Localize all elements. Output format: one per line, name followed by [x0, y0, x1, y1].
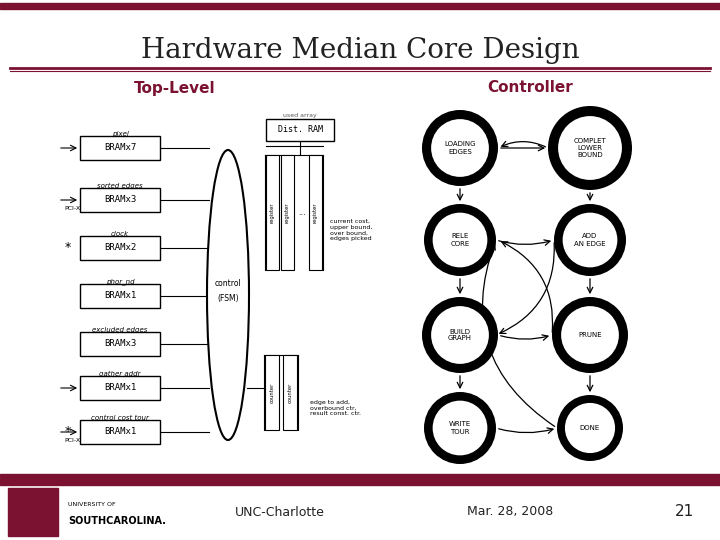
Text: Mar. 28, 2008: Mar. 28, 2008: [467, 505, 553, 518]
Bar: [80, 188, 160, 212]
Text: gather addr: gather addr: [99, 371, 140, 377]
Circle shape: [554, 204, 626, 276]
Bar: [308, 155, 322, 270]
Text: LOADING
EDGES: LOADING EDGES: [444, 141, 476, 154]
Text: register: register: [284, 202, 289, 223]
Bar: [283, 355, 297, 430]
Text: Top-Level: Top-Level: [134, 80, 216, 96]
Circle shape: [431, 119, 489, 177]
Circle shape: [433, 401, 487, 455]
Text: used array: used array: [283, 113, 317, 118]
Bar: [80, 332, 160, 356]
Bar: [0, 3, 720, 9]
Text: 21: 21: [675, 504, 695, 519]
Text: UNIVERSITY OF: UNIVERSITY OF: [68, 502, 116, 507]
Text: PRUNE: PRUNE: [578, 332, 602, 338]
Text: phor_nd: phor_nd: [106, 279, 135, 285]
Bar: [80, 236, 160, 260]
Text: pixel: pixel: [112, 131, 128, 137]
Bar: [266, 155, 279, 270]
Text: DONE: DONE: [580, 425, 600, 431]
Text: edge to add,
overbound ctr,
result const. ctr.: edge to add, overbound ctr, result const…: [310, 400, 361, 416]
Text: BRAMx3: BRAMx3: [104, 195, 136, 205]
Text: Hardware Median Core Design: Hardware Median Core Design: [140, 37, 580, 64]
Text: clock: clock: [111, 231, 129, 237]
Bar: [80, 376, 160, 400]
Text: BRAMx2: BRAMx2: [104, 244, 136, 253]
Text: control: control: [215, 279, 241, 287]
Text: PCI-X: PCI-X: [64, 206, 80, 212]
Text: (FSM): (FSM): [217, 294, 239, 303]
Circle shape: [552, 297, 628, 373]
Text: register: register: [269, 202, 274, 223]
Bar: [8, 488, 58, 536]
Text: BRAMx1: BRAMx1: [104, 292, 136, 300]
Bar: [0, 474, 720, 477]
Text: UNC-Charlotte: UNC-Charlotte: [235, 505, 325, 518]
Text: BUILD
GRAPH: BUILD GRAPH: [448, 328, 472, 341]
Text: BRAMx1: BRAMx1: [104, 428, 136, 436]
Circle shape: [561, 306, 619, 364]
Text: BRAMx3: BRAMx3: [104, 340, 136, 348]
Text: register: register: [312, 202, 318, 223]
Text: WRITE
TOUR: WRITE TOUR: [449, 422, 471, 435]
Bar: [80, 284, 160, 308]
Text: ADD
AN EDGE: ADD AN EDGE: [574, 233, 606, 246]
Circle shape: [433, 213, 487, 267]
Text: SOUTHCAROLINA.: SOUTHCAROLINA.: [68, 516, 166, 525]
Circle shape: [558, 116, 622, 180]
Circle shape: [422, 297, 498, 373]
Bar: [0, 478, 720, 485]
Circle shape: [548, 106, 632, 190]
Text: *: *: [65, 241, 71, 254]
Text: BRAMx1: BRAMx1: [104, 383, 136, 393]
Text: excluded edges: excluded edges: [92, 327, 148, 333]
Bar: [80, 136, 160, 160]
Bar: [281, 155, 294, 270]
Text: COMPLET
LOWER
BOUND: COMPLET LOWER BOUND: [574, 138, 606, 158]
Circle shape: [557, 395, 623, 461]
Circle shape: [424, 204, 496, 276]
Text: counter: counter: [269, 382, 274, 403]
Text: counter: counter: [287, 382, 292, 403]
Text: *: *: [65, 426, 71, 438]
Text: ...: ...: [298, 208, 306, 217]
Text: Dist. RAM: Dist. RAM: [277, 125, 323, 134]
Text: PCI-X: PCI-X: [64, 438, 80, 443]
Circle shape: [431, 306, 489, 364]
Circle shape: [562, 213, 617, 267]
Text: current cost,
upper bound,
over bound,
edges picked: current cost, upper bound, over bound, e…: [330, 219, 372, 241]
Circle shape: [424, 392, 496, 464]
Text: Controller: Controller: [487, 80, 573, 96]
Bar: [265, 355, 279, 430]
Bar: [80, 420, 160, 444]
Text: control cost tour: control cost tour: [91, 415, 149, 421]
Ellipse shape: [207, 150, 249, 440]
Bar: [266, 119, 334, 141]
Text: sorted edges: sorted edges: [97, 183, 143, 189]
Text: BRAMx7: BRAMx7: [104, 144, 136, 152]
Circle shape: [565, 403, 615, 453]
Circle shape: [422, 110, 498, 186]
Text: RELE
CORE: RELE CORE: [451, 233, 469, 246]
